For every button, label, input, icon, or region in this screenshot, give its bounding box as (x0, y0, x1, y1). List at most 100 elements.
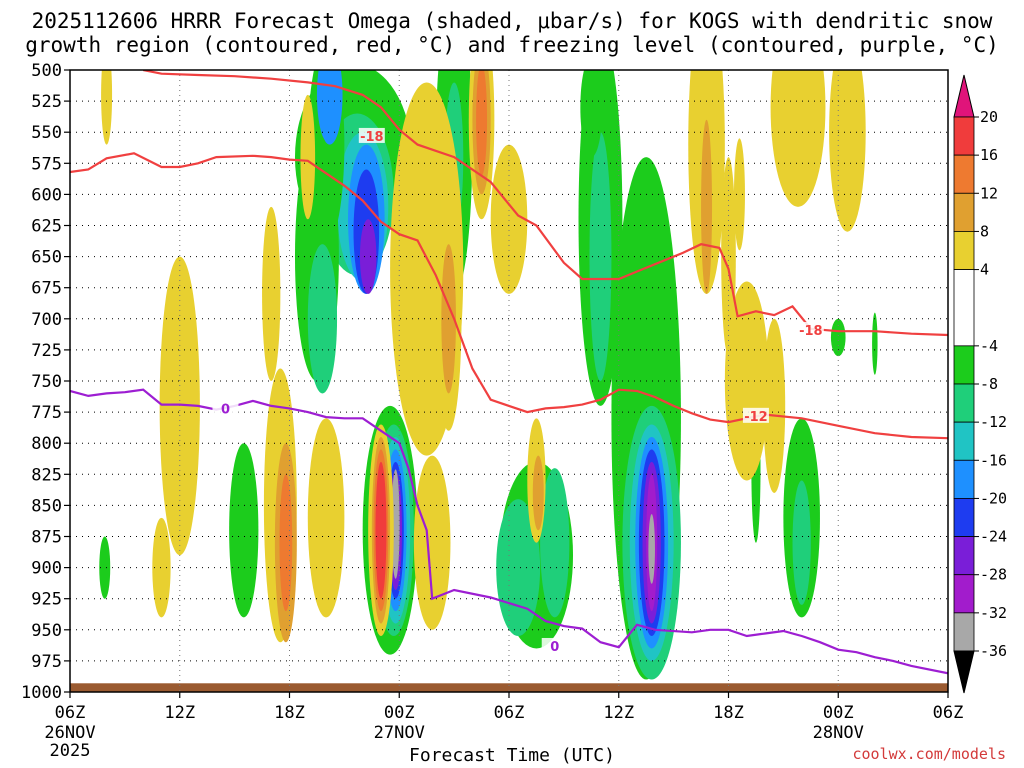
contour-dgz-upper (142, 70, 948, 337)
omega-region-68 (733, 138, 745, 251)
colorbar-bin-9 (953, 498, 975, 537)
colorbar-bin-8 (953, 459, 975, 499)
omega-region-46 (300, 94, 316, 220)
colorbar-label-13: -36 (980, 642, 1007, 660)
contour-label-bg-freezing-level-0 (212, 400, 239, 416)
credit-text: coolwx.com/models (852, 745, 1006, 763)
omega-region-47 (307, 418, 345, 618)
omega-region-72 (829, 70, 866, 232)
colorbar-label-6: -8 (980, 375, 998, 393)
omega-region-16 (391, 469, 400, 579)
y-tick-label-1000: 1000 (21, 683, 62, 703)
y-tick-label-775: 775 (31, 403, 62, 423)
colorbar-bin-4 (953, 269, 975, 347)
omega-region-36 (792, 480, 811, 605)
colorbar-bin-2 (953, 192, 975, 232)
x-date-label-7: 28NOV (813, 723, 864, 743)
omega-region-29 (580, 70, 603, 158)
y-tick-label-750: 750 (31, 372, 62, 392)
x-tick-label-0: 06Z (55, 703, 86, 723)
y-tick-label-700: 700 (31, 310, 62, 330)
colorbar-label-3: 8 (980, 222, 989, 240)
colorbar-label-2: 12 (980, 184, 998, 202)
colorbar: 20 16 12 8 4 -4 -8 -12 -16 -20 -24 -28 -32 -36 (953, 74, 1007, 694)
colorbar-bin-0 (953, 116, 975, 156)
x-axis-label: Forecast Time (UTC) (409, 745, 615, 766)
omega-region-40 (101, 70, 113, 145)
omega-region-26 (648, 514, 655, 584)
contour-label-bg-freezing-level-1 (541, 637, 568, 653)
omega-region-70 (763, 318, 786, 493)
omega-region-7 (316, 70, 343, 145)
x-tick-label-8: 06Z (933, 703, 964, 723)
omega-region-18 (99, 536, 111, 599)
y-tick-label-875: 875 (31, 528, 62, 548)
x-tick-label-2: 18Z (274, 703, 305, 723)
y-axis: 500 525 550 575 600 625 650 675 700 725 750 775 800 8… (21, 61, 70, 703)
contour-lines: -18 -18 -12 0 0 (70, 70, 948, 675)
x-year-label-0: 2025 (50, 741, 91, 761)
x-tick-label-7: 00Z (823, 703, 854, 723)
omega-region-71 (770, 70, 826, 207)
colorbar-bottom-arrow (953, 650, 975, 694)
omega-region-39 (872, 312, 878, 375)
x-tick-label-3: 00Z (384, 703, 415, 723)
x-tick-label-4: 06Z (494, 703, 525, 723)
colorbar-label-4: 4 (980, 261, 989, 279)
y-tick-label-500: 500 (31, 61, 62, 81)
contour-dgz-lower (70, 152, 948, 440)
colorbar-bin-12 (953, 612, 975, 652)
x-date-label-0: 26NOV (44, 723, 95, 743)
y-tick-label-925: 925 (31, 590, 62, 610)
omega-region-69 (721, 157, 736, 357)
y-tick-label-650: 650 (31, 248, 62, 268)
colorbar-bin-5 (953, 345, 975, 385)
colorbar-label-8: -16 (980, 451, 1007, 469)
omega-region-73 (724, 281, 769, 481)
y-tick-label-950: 950 (31, 621, 62, 641)
colorbar-bin-6 (953, 383, 975, 423)
omega-region-38 (830, 318, 846, 357)
omega-region-45 (279, 474, 293, 612)
colorbar-top-arrow (953, 74, 975, 118)
omega-region-52 (375, 461, 387, 599)
colorbar-label-1: 16 (980, 146, 998, 164)
colorbar-bin-10 (953, 536, 975, 576)
omega-region-17 (229, 443, 259, 618)
y-tick-label-525: 525 (31, 92, 62, 112)
colorbar-label-11: -28 (980, 566, 1007, 584)
contour-label-bg-dgz-upper-1 (797, 321, 824, 337)
y-tick-label-800: 800 (31, 434, 62, 454)
contour-label-freezing-level-1: 0 (550, 640, 559, 655)
contour-label-dgz-upper-1: -18 (799, 324, 823, 339)
colorbar-label-5: -4 (980, 337, 998, 355)
colorbar-bin-3 (953, 231, 975, 270)
colorbar-label-9: -20 (980, 489, 1007, 507)
colorbar-label-10: -24 (980, 528, 1007, 546)
y-tick-label-825: 825 (31, 465, 62, 485)
omega-shading (99, 70, 878, 680)
contour-label-dgz-lower-0: -12 (744, 410, 768, 425)
colorbar-label-12: -32 (980, 604, 1007, 622)
y-tick-label-725: 725 (31, 341, 62, 361)
omega-region-56 (413, 455, 451, 630)
y-tick-label-550: 550 (31, 123, 62, 143)
colorbar-bin-7 (953, 421, 975, 461)
y-tick-label-625: 625 (31, 217, 62, 237)
omega-region-67 (701, 119, 713, 294)
omega-region-62 (476, 70, 488, 176)
contour-label-bg-dgz-upper-0 (358, 127, 385, 143)
chart-title-line-1: 2025112606 HRRR Forecast Omega (shaded, … (31, 9, 993, 33)
omega-region-65 (532, 455, 544, 531)
y-tick-label-900: 900 (31, 559, 62, 579)
contour-label-bg-dgz-lower-0 (742, 407, 769, 423)
omega-region-5 (359, 219, 377, 294)
omega-region-42 (152, 517, 171, 618)
ground-layer (70, 683, 948, 692)
omega-region-63 (490, 144, 528, 294)
colorbar-label-0: 20 (980, 108, 998, 126)
x-tick-label-1: 12Z (164, 703, 195, 723)
grid-lines (70, 70, 948, 692)
